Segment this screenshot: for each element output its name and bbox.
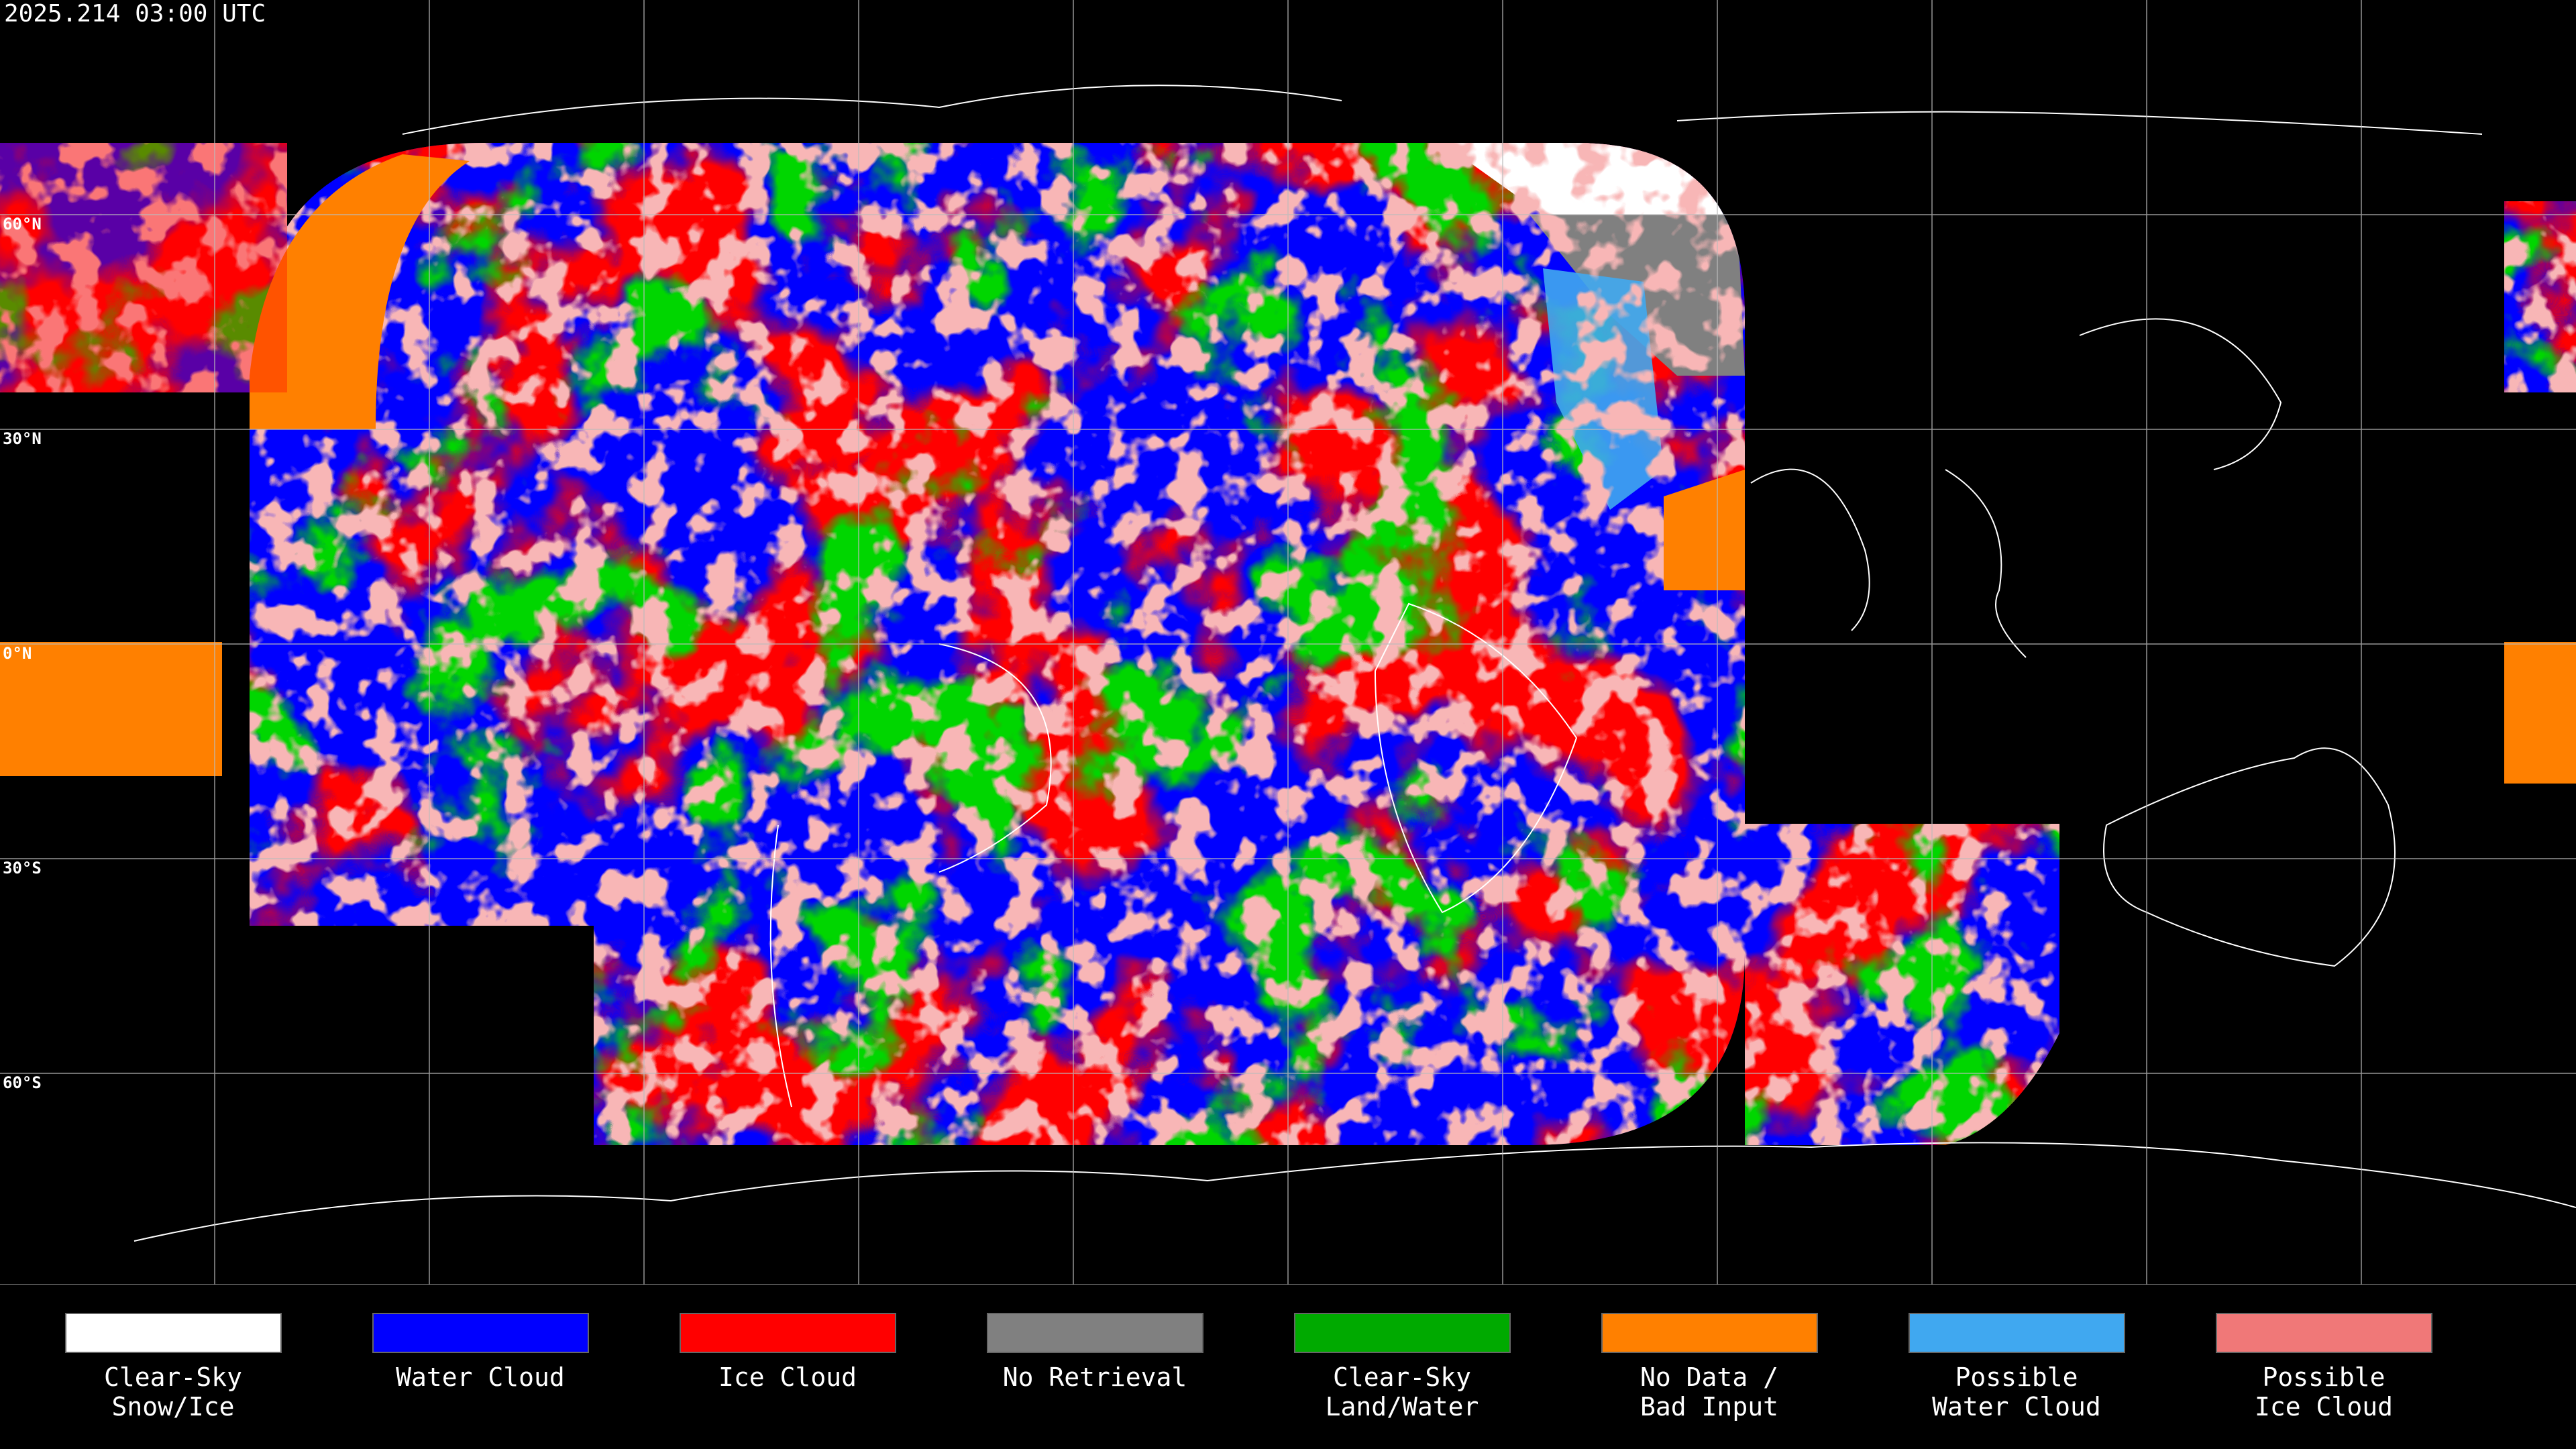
latitude-label: 30°S [3,859,42,877]
legend-swatch [372,1313,589,1353]
legend-swatch [65,1313,282,1353]
no-data-block [2504,642,2576,784]
legend-label: Clear-Sky [104,1362,242,1392]
legend-label: Water Cloud [396,1362,565,1392]
latitude-label: 0°N [3,644,32,663]
legend-swatch [1909,1313,2125,1353]
legend-label: Clear-Sky [1333,1362,1471,1392]
legend-panel [0,1285,2576,1449]
legend-swatch [987,1313,1203,1353]
legend-swatch [680,1313,896,1353]
legend-label: Possible [1955,1362,2078,1392]
legend-label: Bad Input [1640,1392,1778,1421]
legend-label: Ice Cloud [2255,1392,2393,1421]
latitude-label: 60°S [3,1073,42,1092]
legend-label: Land/Water [1326,1392,1479,1421]
legend-label: Ice Cloud [718,1362,857,1392]
coastlines [133,85,2576,1242]
latitude-labels: 60°N 30°N 0°N 30°S 60°S [3,215,42,1092]
no-data-block [0,642,222,776]
legend-label: No Data / [1640,1362,1778,1392]
legend-label: Water Cloud [1932,1392,2101,1421]
legend-label: Snow/Ice [111,1392,234,1421]
latitude-label: 30°N [3,429,42,448]
latitude-label: 60°N [3,215,42,233]
timestamp: 2025.214 03:00 UTC [4,0,266,28]
legend-label: Possible [2262,1362,2385,1392]
legend-swatch [1601,1313,1818,1353]
legend-label: No Retrieval [1003,1362,1187,1392]
legend-swatch [1294,1313,1511,1353]
legend-swatch [2216,1313,2432,1353]
